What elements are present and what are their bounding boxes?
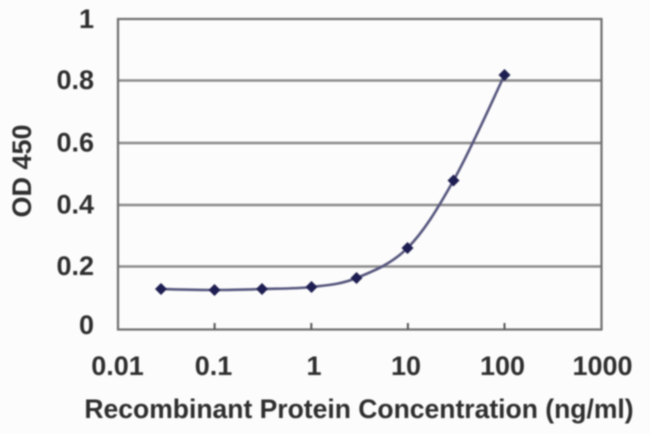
svg-text:0.6: 0.6 xyxy=(56,128,94,158)
svg-text:0.4: 0.4 xyxy=(56,190,94,220)
svg-text:100: 100 xyxy=(480,351,525,381)
svg-text:OD 450: OD 450 xyxy=(7,124,37,217)
svg-text:10: 10 xyxy=(391,351,421,381)
svg-text:0.8: 0.8 xyxy=(56,65,94,95)
svg-text:0.2: 0.2 xyxy=(56,251,94,281)
svg-text:0.01: 0.01 xyxy=(91,351,144,381)
svg-text:1: 1 xyxy=(79,4,94,34)
svg-text:0: 0 xyxy=(79,310,94,340)
svg-text:1000: 1000 xyxy=(572,351,632,381)
svg-text:0.1: 0.1 xyxy=(195,351,233,381)
svg-text:Recombinant Protein Concentrat: Recombinant Protein Concentration (ng/ml… xyxy=(84,394,633,424)
svg-text:1: 1 xyxy=(306,351,321,381)
